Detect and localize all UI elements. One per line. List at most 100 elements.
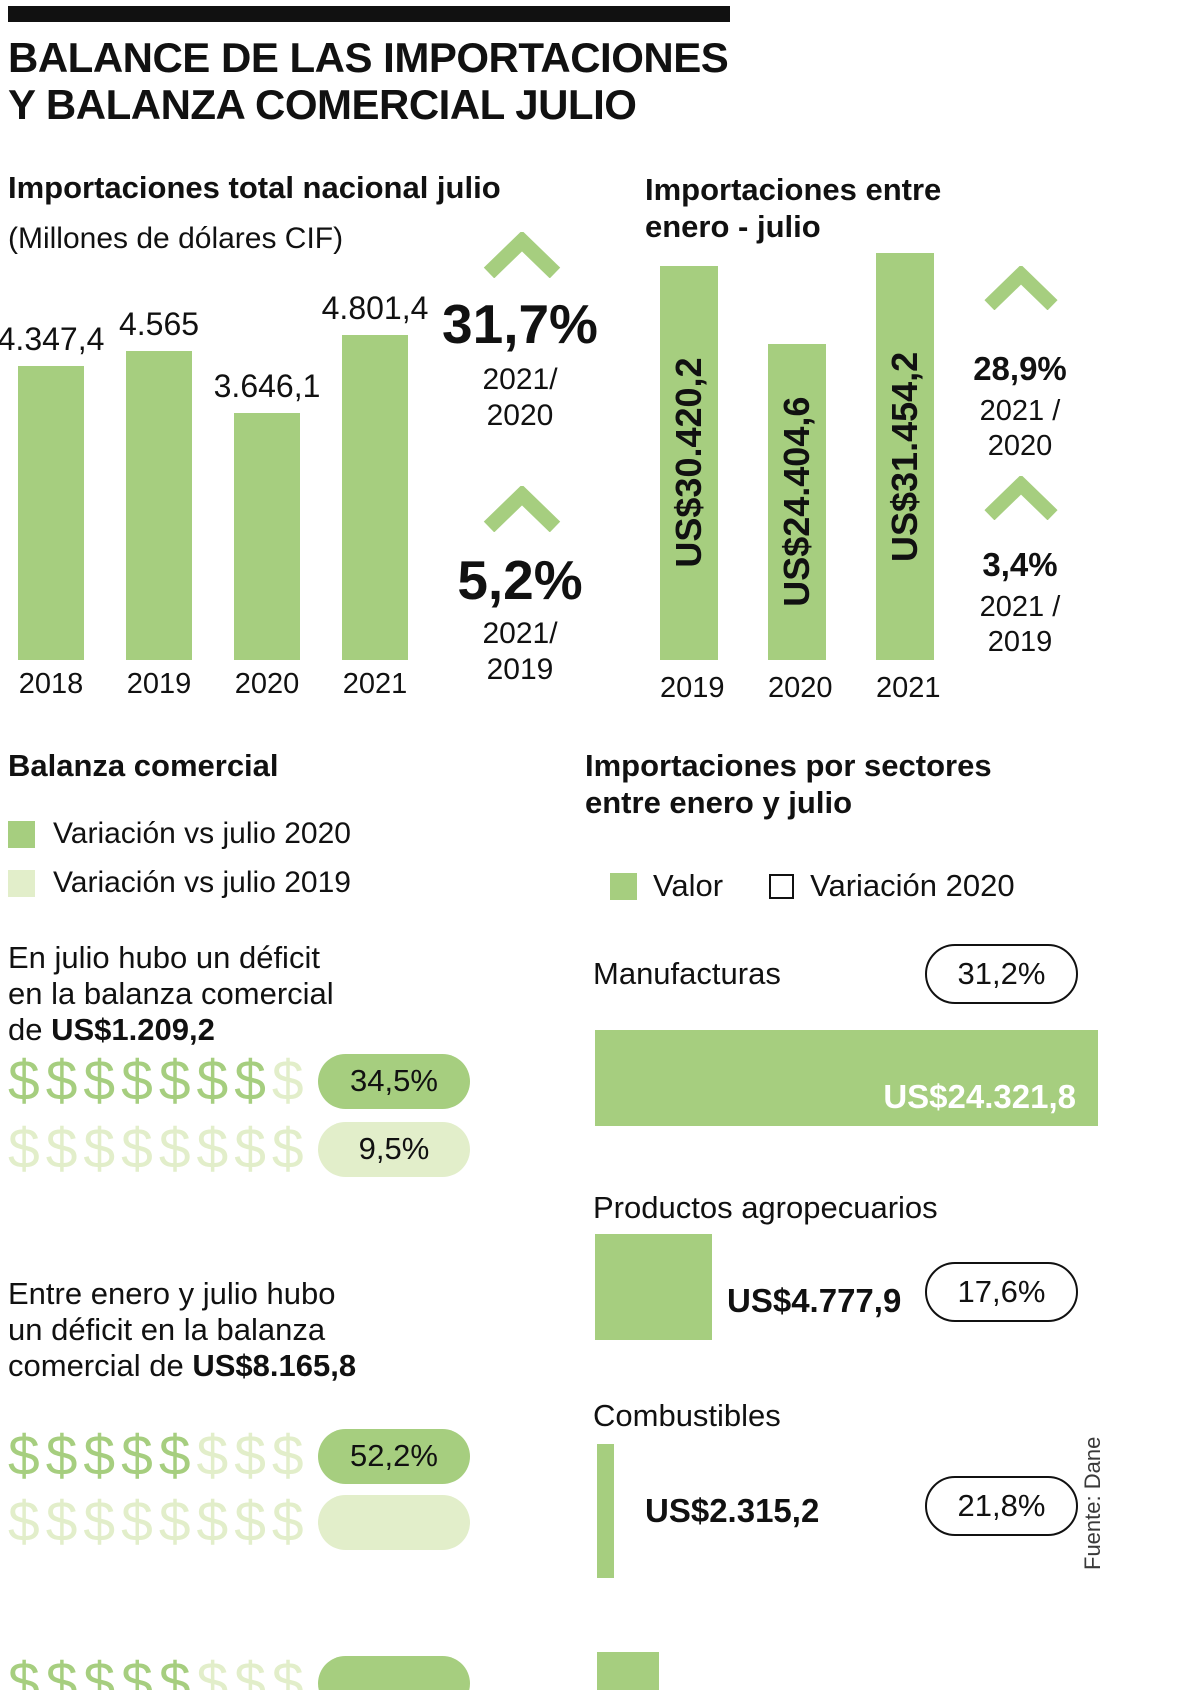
bar-value-label: 4.801,4 [321,289,429,326]
bar-2019 [126,350,192,660]
legend-swatch-outline [769,873,795,899]
chevron-up-icon [483,232,561,278]
chart1-subtitle: (Millones de dólares CIF) [8,222,344,255]
legend-swatch-light [8,869,35,897]
bar-value-label: US$31.454,2 [884,351,925,562]
x-tick: 2019 [126,668,192,700]
dollar-icon: $ [8,1048,40,1113]
sector-value: US$4.777,9 [727,1282,902,1319]
dollar-icon: $ [8,1423,40,1488]
dollar-icon: $ [158,1048,191,1113]
bar-group-2018: 4.347,4 [0,321,104,660]
variation-period: 2021/ 2020 [482,363,558,432]
dollar-icon: $ [158,1423,191,1488]
chart1-x-axis: 2018 2019 2020 2021 [18,668,408,701]
variation-pct: 31,7% [442,293,598,355]
dollar-icon: $ [83,1048,116,1113]
legend-label: Variación vs julio 2019 [53,866,351,899]
sector-label-agropecuarios: Productos agropecuarios [593,1190,938,1225]
dollar-icon: $ [271,1650,304,1690]
legend-swatch-solid [8,820,35,848]
dollar-icon: $ [45,1116,78,1181]
pictograph-row: $ $ $ $ $ $ $ $ 34,5% [8,1050,470,1112]
dollar-icons: $ $ $ $ $ $ $ $ [8,1048,304,1113]
sectores-legend: Valor Variación 2020 [610,868,1015,904]
dollar-icon: $ [234,1489,266,1554]
page-title: BALANCE DE LAS IMPORTACIONES Y BALANZA C… [8,34,729,129]
dollar-icon: $ [121,1423,153,1488]
dollar-icon: $ [8,1489,40,1554]
variation-pill: 52,2% [318,1428,470,1484]
bar-2018 [18,365,84,660]
paragraph-text: En julio hubo un déficit en la balanza c… [8,940,334,1047]
pictograph-row: $ $ $ $ $ $ $ $ [8,1491,470,1553]
bar-2021: US$31.454,2 [876,253,934,660]
dollar-icon: $ [45,1650,78,1690]
dollar-icon: $ [234,1650,266,1690]
dollar-icon: $ [83,1423,116,1488]
sector-label-manufacturas: Manufacturas [593,956,781,991]
bar-group-2019: 4.565 [119,306,199,660]
variation-period: 2021 / 2020 [979,395,1061,462]
sectores-title: Importaciones por sectores entre enero y… [585,748,992,820]
dollar-icon: $ [121,1489,153,1554]
sector-value: US$24.321,8 [883,1078,1076,1115]
dollar-icon: $ [121,1048,153,1113]
chart2-title: Importaciones entre enero - julio [645,172,942,244]
chart2-x-axis: 2019 2020 2021 [660,672,941,705]
x-tick: 2018 [18,668,84,700]
dollar-icon: $ [196,1048,229,1113]
x-tick: 2020 [768,672,833,704]
legend-label: Variación 2020 [810,868,1015,903]
legend-label: Valor [653,868,724,903]
dollar-icon: $ [234,1048,266,1113]
variation-pill-outline: 31,2% [925,944,1078,1004]
sector-bar-cropped [597,1652,659,1690]
source-credit: Fuente: Dane [1080,1436,1105,1570]
bar-2021 [342,334,408,660]
dollar-icon: $ [45,1423,78,1488]
x-tick: 2020 [234,668,300,700]
dollar-icon: $ [271,1489,304,1554]
dollar-icon: $ [83,1489,116,1554]
dollar-icon: $ [234,1116,266,1181]
dollar-icon: $ [45,1048,78,1113]
chevron-up-icon [984,476,1058,520]
dollar-icon: $ [83,1650,116,1690]
sector-bar-combustibles [597,1444,614,1578]
pictograph-row-cropped: $ $ $ $ $ $ $ $ [8,1652,470,1690]
dollar-icon: $ [83,1116,116,1181]
bar-group-2020: 3.646,1 [214,368,320,660]
chart1-title: Importaciones total nacional julio [8,170,501,205]
variation-pill-outline: 17,6% [925,1262,1078,1322]
dollar-icon: $ [271,1116,304,1181]
dollar-icon: $ [45,1489,78,1554]
bar-2020: US$24.404,6 [768,344,826,660]
chart2-bars: US$30.420,2 US$24.404,6 US$31.454,2 [660,245,934,660]
variation-pill-cropped [318,1655,470,1690]
variation-pill [318,1494,470,1550]
deficit-paragraph-july: En julio hubo un déficit en la balanza c… [8,940,418,1048]
dollar-icon: $ [121,1650,153,1690]
bar-2020 [234,413,300,660]
dollar-icon: $ [196,1489,229,1554]
dollar-icon: $ [158,1116,191,1181]
header-accent-bar [8,6,730,22]
balanza-title: Balanza comercial [8,748,279,783]
deficit-amount: US$1.209,2 [51,1011,215,1047]
paragraph-text: Entre enero y julio hubo un déficit en l… [8,1276,336,1383]
sector-value: US$2.315,2 [645,1492,820,1529]
pictograph-row: $ $ $ $ $ $ $ $ 52,2% [8,1425,470,1487]
variation-pct: 28,9% [973,350,1067,387]
sector-bar-manufacturas: US$24.321,8 [595,1030,1098,1126]
x-tick: 2019 [660,672,725,704]
bar-value-label: US$30.420,2 [668,358,709,569]
dollar-icons: $ $ $ $ $ $ $ $ [8,1423,304,1488]
dollar-icon: $ [271,1423,304,1488]
variation-pill: 34,5% [318,1053,470,1109]
dollar-icon: $ [234,1423,266,1488]
chevron-up-icon [483,486,561,532]
variation-period: 2021/ 2019 [482,617,558,686]
variation-pill: 9,5% [318,1121,470,1177]
x-tick: 2021 [876,672,941,704]
